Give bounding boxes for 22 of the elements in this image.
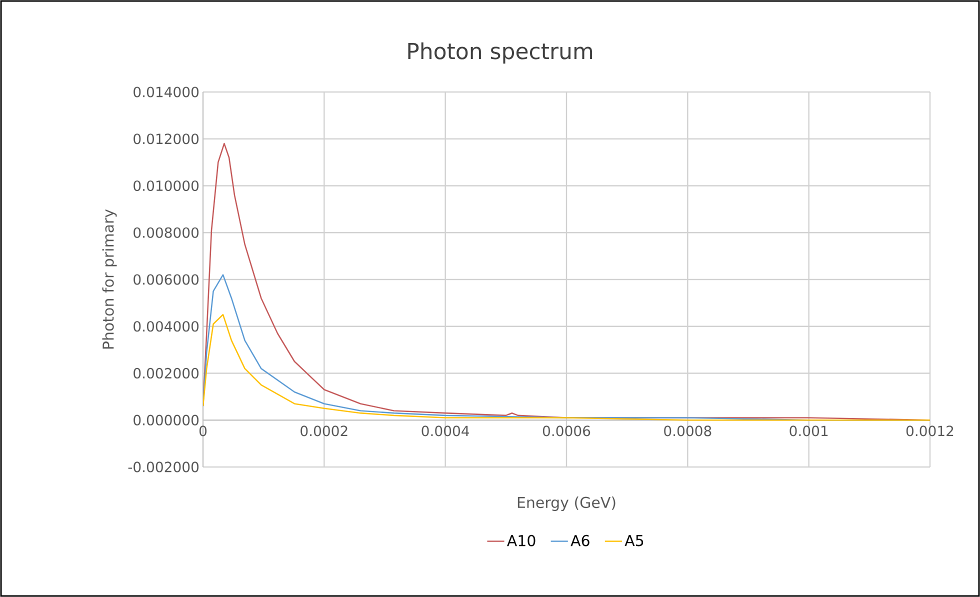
x-tick-label: 0.0006 [542,426,590,436]
y-tick-label: 0.010000 [134,180,199,192]
x-tick-label: 0.0004 [422,426,470,436]
x-tick-label: 0.0012 [906,426,954,436]
legend-label: A6 [570,534,590,546]
y-tick-label: 0.002000 [134,368,199,379]
x-tick-label: 0.0002 [300,426,348,436]
chart-title: Photon spectrum [408,42,592,64]
y-tick-label: 0.004000 [134,321,199,332]
y-tick-label: 0.006000 [134,274,199,285]
x-tick-label: 0.001 [790,426,828,436]
legend-label: A5 [624,535,644,546]
y-tick-label: 0.000000 [134,414,199,426]
y-tick-label: 0.008000 [134,227,199,238]
x-tick-label: 0 [199,426,207,436]
legend-label: A10 [507,534,536,546]
y-tick-label: 0.014000 [134,86,199,98]
x-axis-title: Energy (GeV) [518,496,616,512]
y-tick-label: -0.002000 [128,462,199,472]
y-tick-label: 0.012000 [134,134,199,144]
y-axis-title: Photon for primary [102,209,117,349]
x-tick-label: 0.0008 [664,426,712,436]
